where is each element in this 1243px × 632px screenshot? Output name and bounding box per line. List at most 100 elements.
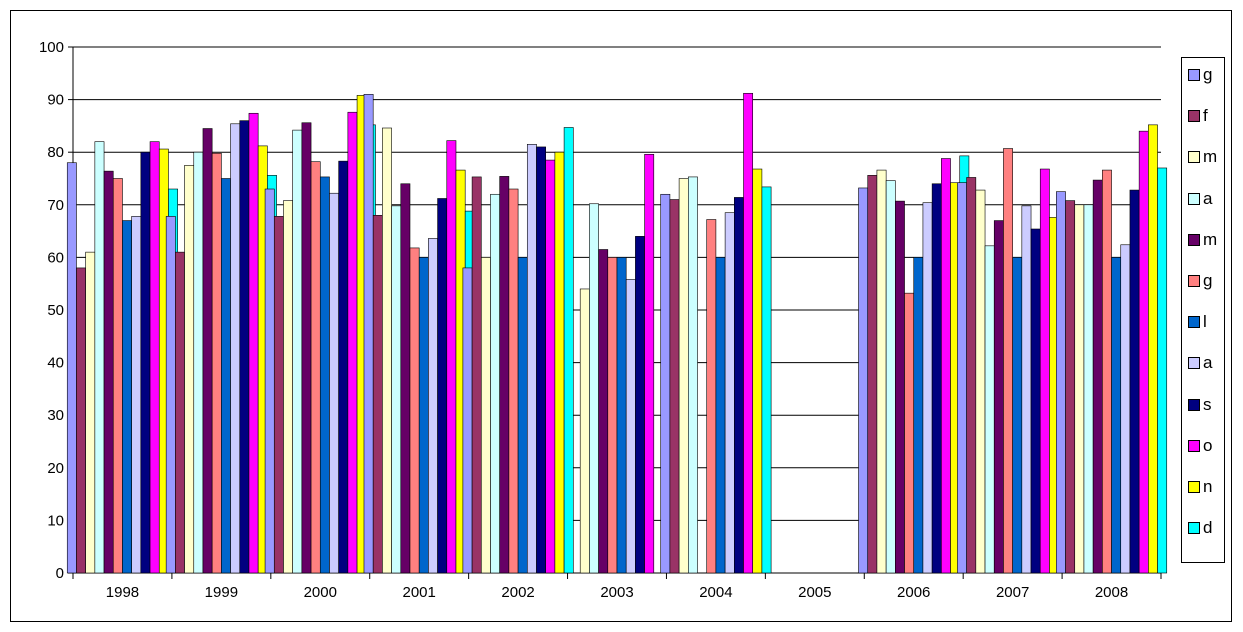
bar xyxy=(372,215,383,574)
bar xyxy=(140,151,151,574)
bar xyxy=(112,178,123,574)
legend-item: a xyxy=(1188,352,1212,374)
bar xyxy=(211,152,222,574)
bar xyxy=(283,200,293,574)
legend-swatch xyxy=(1188,357,1200,370)
x-tick-label: 2003 xyxy=(600,584,633,601)
bar xyxy=(752,168,763,574)
bar xyxy=(598,249,609,574)
legend-label: l xyxy=(1203,312,1207,332)
bar xyxy=(230,123,241,574)
legend: g f m a m g l a s o n d xyxy=(1181,57,1225,563)
bar xyxy=(1012,257,1023,574)
bar xyxy=(876,169,887,574)
legend-item: g xyxy=(1188,64,1212,86)
legend-item: s xyxy=(1188,394,1212,416)
bar xyxy=(1148,124,1158,574)
bar xyxy=(239,120,250,574)
y-tick-label: 70 xyxy=(47,197,64,214)
bar xyxy=(616,257,627,574)
legend-label: n xyxy=(1203,477,1213,496)
bar xyxy=(273,216,284,574)
legend-item: l xyxy=(1188,311,1207,333)
legend-label: o xyxy=(1203,435,1213,455)
bar xyxy=(554,151,565,574)
bar xyxy=(526,144,537,574)
bar xyxy=(1092,179,1103,574)
bar xyxy=(319,176,330,574)
bar xyxy=(966,177,977,574)
x-tick-label: 1998 xyxy=(106,584,139,601)
legend-swatch xyxy=(1188,316,1200,329)
bar xyxy=(418,257,429,574)
legend-label: a xyxy=(1203,353,1213,373)
bar xyxy=(103,170,114,574)
legend-label: d xyxy=(1203,518,1213,538)
legend-swatch xyxy=(1188,151,1200,164)
bar xyxy=(338,160,349,574)
x-tick-label: 1999 xyxy=(205,584,238,601)
bar xyxy=(1039,168,1050,574)
legend-label: g xyxy=(1203,271,1213,290)
bar xyxy=(975,189,986,574)
x-tick-label: 2005 xyxy=(798,584,831,601)
bar xyxy=(563,127,574,574)
bar xyxy=(1138,130,1149,574)
bar xyxy=(1074,204,1085,574)
bar xyxy=(1157,167,1168,574)
legend-swatch xyxy=(1188,192,1200,205)
bar xyxy=(363,94,374,574)
bar xyxy=(1021,205,1032,574)
bar xyxy=(993,220,1004,574)
bar xyxy=(1120,244,1131,574)
bar xyxy=(517,257,528,574)
legend-item: o xyxy=(1188,435,1212,457)
bar xyxy=(480,257,491,574)
bar xyxy=(688,176,698,574)
bar xyxy=(310,161,321,574)
y-tick-label: 90 xyxy=(47,92,64,109)
bar xyxy=(122,220,132,574)
bar xyxy=(1030,228,1041,574)
bar xyxy=(625,279,636,574)
bar xyxy=(202,128,213,574)
legend-label: g xyxy=(1203,65,1213,84)
bar xyxy=(391,205,402,574)
bar xyxy=(1003,148,1013,574)
legend-swatch xyxy=(1188,398,1200,411)
bar xyxy=(292,129,303,574)
y-tick-label: 20 xyxy=(47,460,64,477)
bar xyxy=(301,122,312,574)
y-tick-label: 50 xyxy=(47,302,64,319)
bar xyxy=(1083,204,1094,574)
bar xyxy=(715,257,726,574)
bar xyxy=(858,187,869,574)
legend-item: g xyxy=(1188,270,1212,292)
legend-label: f xyxy=(1203,106,1208,126)
bar xyxy=(1129,189,1140,574)
bar xyxy=(957,182,967,574)
bar xyxy=(706,219,717,574)
x-tick-label: 2008 xyxy=(1095,584,1128,601)
bar xyxy=(536,146,546,574)
y-tick-label: 100 xyxy=(39,39,64,56)
bar xyxy=(193,151,204,574)
bar xyxy=(589,203,599,574)
legend-item: m xyxy=(1188,229,1217,251)
bar xyxy=(743,92,754,574)
bar xyxy=(437,198,448,574)
bar xyxy=(1111,257,1122,574)
bar xyxy=(400,183,411,574)
bar xyxy=(149,141,160,574)
legend-swatch xyxy=(1188,110,1200,123)
bar xyxy=(382,127,392,574)
bar xyxy=(669,199,680,574)
bar xyxy=(347,111,358,574)
legend-swatch xyxy=(1188,481,1200,493)
y-tick-label: 80 xyxy=(47,144,64,161)
legend-swatch xyxy=(1188,275,1200,287)
bar xyxy=(984,245,995,574)
bar xyxy=(499,176,510,574)
bar xyxy=(1056,191,1066,574)
